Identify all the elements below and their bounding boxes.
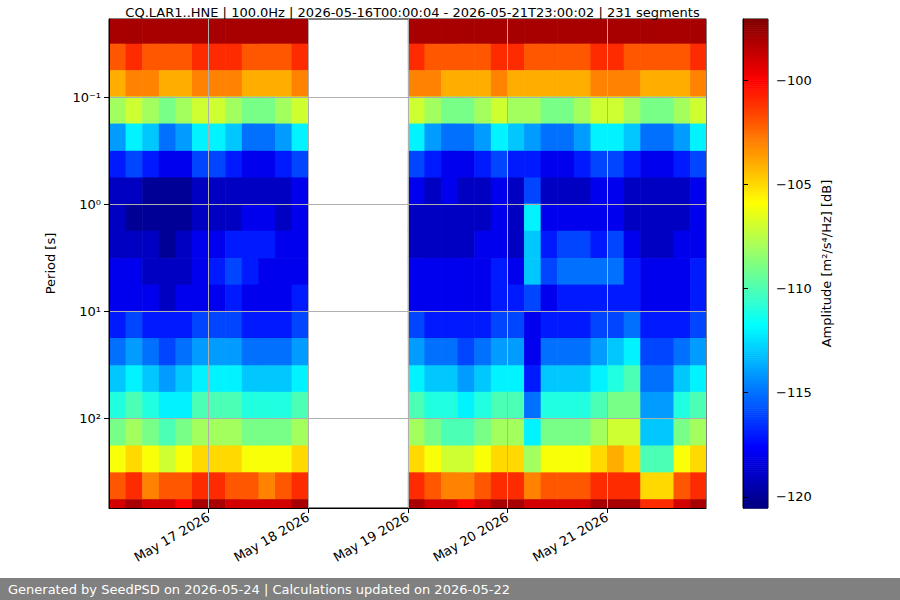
svg-text:−100: −100 bbox=[776, 73, 812, 88]
svg-text:CQ.LAR1..HNE | 100.0Hz | 2026-: CQ.LAR1..HNE | 100.0Hz | 2026-05-16T00:0… bbox=[125, 5, 700, 20]
svg-text:Period [s]: Period [s] bbox=[43, 233, 58, 295]
svg-text:−120: −120 bbox=[776, 489, 812, 504]
svg-text:May 18 2026: May 18 2026 bbox=[231, 510, 312, 565]
svg-text:−110: −110 bbox=[776, 281, 812, 296]
svg-text:May 21 2026: May 21 2026 bbox=[530, 510, 611, 565]
svg-text:−115: −115 bbox=[776, 385, 812, 400]
svg-text:10²: 10² bbox=[79, 411, 101, 426]
svg-text:10¹: 10¹ bbox=[79, 304, 101, 319]
svg-text:May 20 2026: May 20 2026 bbox=[430, 510, 511, 565]
svg-text:Amplitude [m²/s⁴/Hz] [dB]: Amplitude [m²/s⁴/Hz] [dB] bbox=[819, 180, 834, 348]
svg-text:May 19 2026: May 19 2026 bbox=[331, 510, 412, 565]
svg-text:−105: −105 bbox=[776, 177, 812, 192]
svg-text:May 17 2026: May 17 2026 bbox=[132, 510, 213, 565]
svg-text:10⁻¹: 10⁻¹ bbox=[72, 90, 101, 105]
svg-text:Generated by SeedPSD on 2026-0: Generated by SeedPSD on 2026-05-24 | Cal… bbox=[8, 582, 510, 597]
svg-text:10⁰: 10⁰ bbox=[79, 197, 101, 212]
